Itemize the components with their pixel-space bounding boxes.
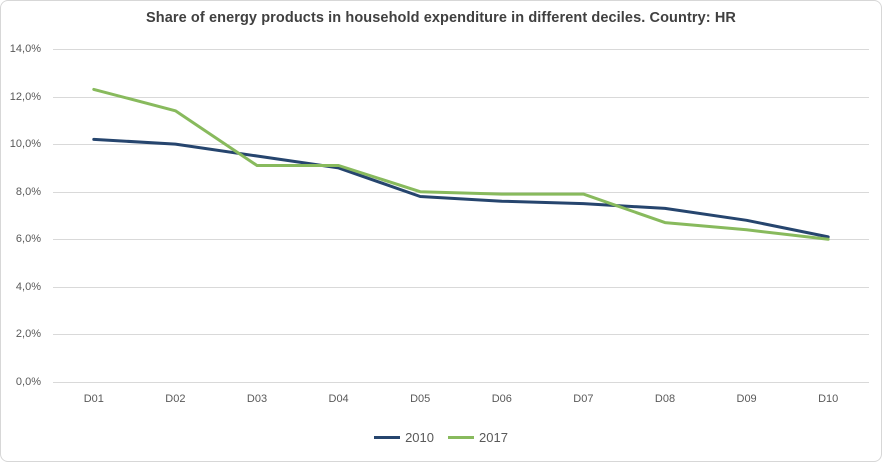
- series-line-2010[interactable]: [92, 137, 830, 239]
- y-tick-label: 14,0%: [9, 43, 41, 55]
- y-axis-labels: 0,0% 2,0% 4,0% 6,0% 8,0% 10,0% 12,0% 14,0%: [1, 1, 41, 461]
- x-tick-label-D01: D01: [83, 393, 104, 405]
- legend-swatch-2017: [448, 436, 474, 439]
- y-tick-label: 8,0%: [15, 185, 41, 198]
- x-tick-label-D05: D05: [410, 393, 431, 405]
- x-tick-label-D09: D09: [736, 393, 757, 405]
- x-tick-label-D04: D04: [328, 393, 349, 405]
- x-tick-label-D06: D06: [491, 393, 512, 405]
- x-tick-label-D03: D03: [246, 393, 268, 405]
- y-tick-label: 2,0%: [15, 328, 41, 341]
- y-tick-label: 4,0%: [15, 280, 41, 293]
- chart-title: Share of energy products in household ex…: [146, 10, 736, 26]
- legend-label: 2010: [405, 430, 434, 445]
- y-tick-label: 0,0%: [15, 376, 41, 388]
- x-axis-labels: D01 D02 D03 D04 D05 D06 D07 D08 D09 D10: [1, 392, 881, 406]
- y-tick-label: 12,0%: [9, 90, 41, 103]
- legend-label: 2017: [479, 430, 508, 445]
- x-tick-label-D10: D10: [818, 393, 839, 405]
- y-tick-label: 6,0%: [15, 233, 41, 246]
- x-tick-label-D02: D02: [165, 393, 186, 405]
- legend-item-2010[interactable]: 2010: [374, 430, 434, 445]
- legend: 2010 2017: [1, 430, 881, 445]
- legend-item-2017[interactable]: 2017: [448, 430, 508, 445]
- legend-swatch-2010: [374, 436, 401, 439]
- series-line-2017[interactable]: [92, 87, 830, 241]
- y-tick-label: 10,0%: [9, 138, 41, 151]
- x-tick-label-D07: D07: [573, 393, 594, 405]
- x-tick-label-D08: D08: [654, 393, 676, 405]
